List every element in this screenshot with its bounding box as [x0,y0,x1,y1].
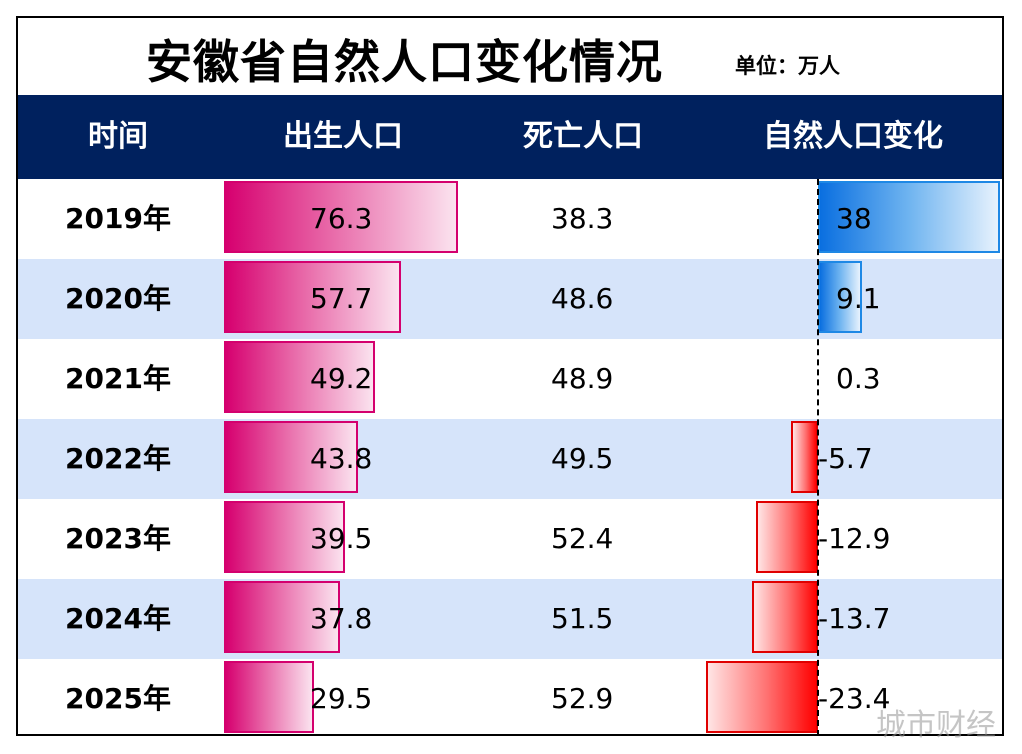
birth-value: 29.5 [310,682,373,715]
year-label: 2022年 [65,442,171,475]
birth-value: 43.8 [310,442,373,475]
change-value: 9.1 [836,282,881,315]
change-bar-negative [791,421,818,493]
birth-bar [224,661,314,733]
table-row: 2023年 39.5 52.4 -12.9 [18,499,1002,579]
table-header: 时间 出生人口 死亡人口 自然人口变化 [18,95,1002,179]
header-death: 死亡人口 [523,119,643,154]
year-label: 2024年 [65,602,171,635]
table-row: 2024年 37.8 51.5 -13.7 [18,579,1002,659]
change-value: 38 [836,202,872,235]
watermark: 城市财经 [876,708,996,743]
death-value: 48.6 [551,282,614,315]
year-label: 2025年 [65,682,171,715]
birth-value: 57.7 [310,282,373,315]
year-label: 2021年 [65,362,171,395]
birth-bar [224,421,358,493]
change-value: -5.7 [818,442,873,475]
page-title: 安徽省自然人口变化情况 [146,35,663,89]
death-value: 48.9 [551,362,614,395]
birth-bar [224,501,345,573]
change-bar-positive [818,261,862,333]
birth-value: 39.5 [310,522,373,555]
change-value: -12.9 [818,522,891,555]
birth-value: 49.2 [310,362,373,395]
year-label: 2020年 [65,282,171,315]
birth-value: 37.8 [310,602,373,635]
unit-label: 单位：万人 [735,54,840,78]
header-change: 自然人口变化 [763,119,943,154]
zero-axis-line [817,179,819,736]
change-value: -13.7 [818,602,891,635]
death-value: 38.3 [551,202,614,235]
year-label: 2023年 [65,522,171,555]
change-bar-negative [752,581,818,653]
change-value: 0.3 [836,362,881,395]
birth-bar [224,341,375,413]
header-birth: 出生人口 [283,119,403,154]
death-value: 49.5 [551,442,614,475]
death-value: 52.9 [551,682,614,715]
year-label: 2019年 [65,202,171,235]
table-row: 2021年 49.2 48.9 0.3 [18,339,1002,419]
birth-bar [224,581,340,653]
death-value: 52.4 [551,522,614,555]
header-time: 时间 [88,119,148,154]
table-row: 2022年 43.8 49.5 -5.7 [18,419,1002,499]
table-row: 2019年 76.3 38.3 38 [18,179,1002,259]
table-row: 2025年 29.5 52.9 -23.4 [18,659,1002,739]
birth-bar [224,181,458,253]
table-row: 2020年 57.7 48.6 9.1 [18,259,1002,339]
birth-bar [224,261,401,333]
change-bar-positive [818,181,1000,253]
change-value: -23.4 [818,682,891,715]
change-bar-negative [756,501,818,573]
death-value: 51.5 [551,602,614,635]
birth-value: 76.3 [310,202,373,235]
change-bar-negative [706,661,818,733]
